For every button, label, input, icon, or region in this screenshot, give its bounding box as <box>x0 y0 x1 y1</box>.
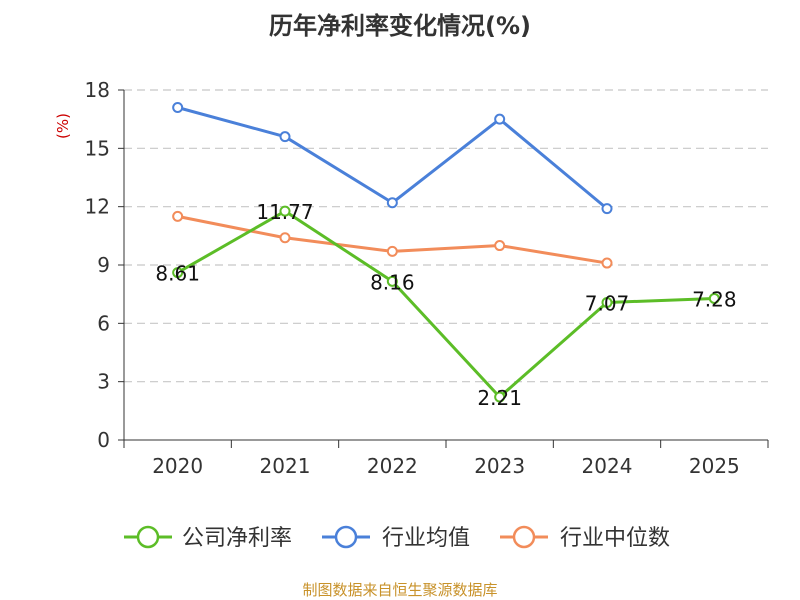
data-point <box>386 197 398 209</box>
y-tick-label: 3 <box>97 370 110 394</box>
series-line <box>176 209 715 399</box>
x-tick-label: 2020 <box>152 454 203 478</box>
legend-marker <box>512 525 536 549</box>
data-point <box>279 232 291 244</box>
data-labels: 8.61 11.77 8.16 2.21 7.07 7.28 <box>155 200 736 410</box>
data-label: 8.16 <box>370 270 415 294</box>
y-tick-label: 12 <box>85 195 110 219</box>
legend[interactable]: 公司净利率 行业均值 行业中位数 <box>124 525 670 551</box>
grid-lines <box>124 89 768 383</box>
data-point <box>172 267 184 279</box>
legend-label: 行业均值 <box>382 526 470 551</box>
x-tick-label: 2024 <box>582 454 633 478</box>
legend-marker <box>136 525 160 549</box>
series-line <box>177 106 608 210</box>
y-tick-label: 18 <box>85 78 110 102</box>
y-axis-ticks: 0 3 6 9 12 15 18 <box>85 78 124 452</box>
data-point <box>279 205 291 217</box>
data-label: 8.61 <box>155 262 200 286</box>
legend-label: 公司净利率 <box>182 526 292 551</box>
data-point <box>494 391 506 403</box>
x-tick-label: 2022 <box>367 454 418 478</box>
y-axis-unit: (%) <box>54 113 72 139</box>
legend-marker <box>334 525 358 549</box>
chart-title: 历年净利率变化情况(%) <box>269 12 531 40</box>
data-point <box>386 275 398 287</box>
data-point <box>172 210 184 222</box>
y-tick-label: 15 <box>85 136 110 160</box>
data-point <box>172 102 184 113</box>
x-tick-label: 2021 <box>260 454 311 478</box>
x-tick-label: 2023 <box>474 454 525 478</box>
data-point <box>708 292 720 304</box>
y-tick-label: 6 <box>97 311 110 335</box>
legend-label: 行业中位数 <box>560 526 670 551</box>
x-tick-label: 2025 <box>689 454 740 478</box>
data-point <box>601 257 613 269</box>
data-point <box>494 113 506 125</box>
data-label: 7.28 <box>692 287 737 311</box>
data-point <box>386 245 398 257</box>
data-point <box>601 203 613 215</box>
series-layer <box>172 102 720 403</box>
data-point <box>494 240 506 252</box>
data-label: 11.77 <box>256 200 313 224</box>
data-label: 7.07 <box>585 292 630 316</box>
y-tick-label: 9 <box>97 253 110 277</box>
data-point <box>279 131 291 143</box>
y-tick-label: 0 <box>97 428 110 452</box>
data-label: 2.21 <box>477 386 522 410</box>
source-note: 制图数据来自恒生聚源数据库 <box>302 581 497 599</box>
data-point <box>601 297 613 309</box>
x-axis-ticks: 2020 2021 2022 2023 2024 2025 <box>123 440 769 478</box>
